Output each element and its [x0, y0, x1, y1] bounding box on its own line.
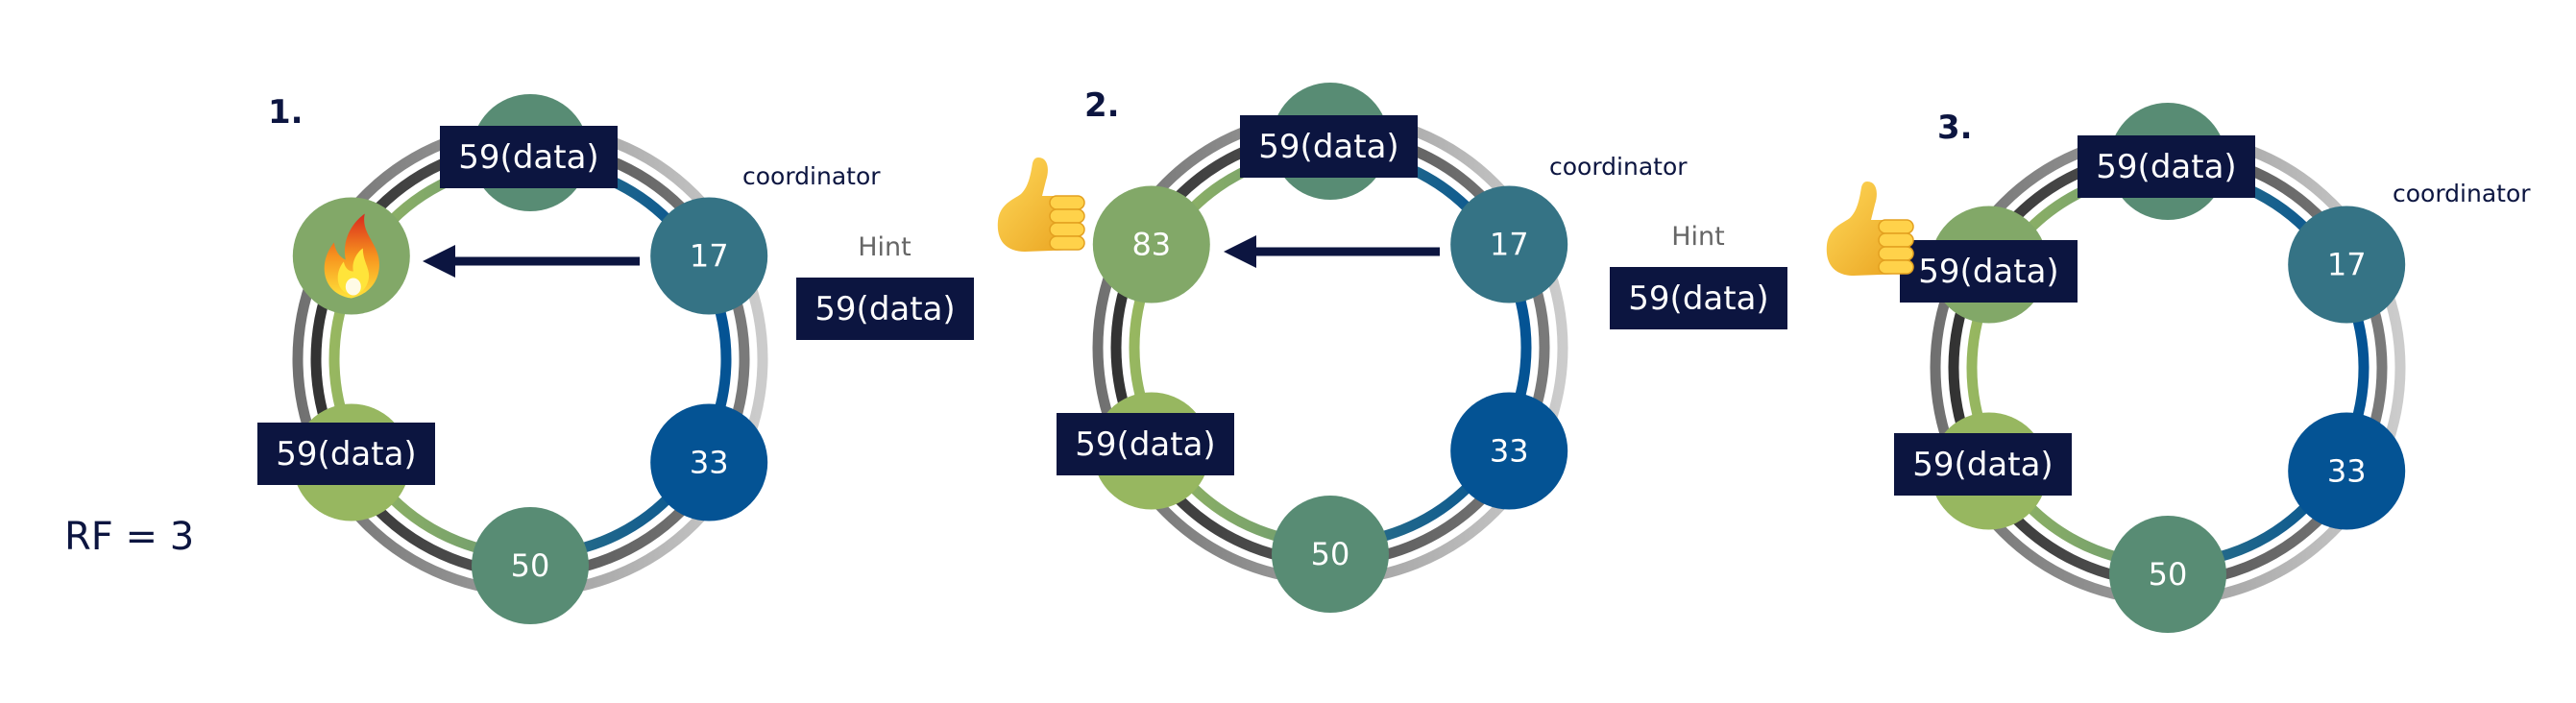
thumb-finger	[1049, 235, 1085, 251]
node-33: 33	[2288, 412, 2406, 530]
hinted-data-text: 59(data)	[814, 290, 955, 328]
node-top-left: 83	[1092, 185, 1210, 303]
node-circle	[650, 403, 768, 521]
replica-data-text: 59(data)	[276, 435, 416, 473]
step-number: 3.	[1937, 109, 1973, 147]
hint-label: Hint	[858, 232, 911, 262]
replica-data-bg	[1240, 115, 1418, 178]
hinted-data-bg	[1610, 267, 1787, 329]
replica-data-box: 59(data)	[1900, 240, 2078, 303]
step-number: 2.	[1084, 86, 1120, 125]
arrow-head-icon	[423, 245, 455, 278]
replica-data-box: 59(data)	[2078, 135, 2255, 198]
replica-data-text: 59(data)	[1075, 425, 1215, 464]
thumb-finger	[1049, 208, 1085, 224]
thumb-finger	[1878, 219, 1914, 234]
node-circle	[1092, 185, 1210, 303]
coordinator-label: coordinator	[742, 162, 881, 190]
node-circle	[472, 507, 589, 624]
replica-data-text: 59(data)	[1258, 128, 1398, 166]
hinted-data-box: 59(data)	[796, 278, 974, 340]
node-circle	[1450, 392, 1568, 510]
replica-data-bg	[2078, 135, 2255, 198]
replica-data-box: 59(data)	[1057, 413, 1234, 475]
node-50: 50	[1272, 496, 1389, 613]
flame-core	[345, 278, 361, 296]
replica-data-text: 59(data)	[458, 138, 598, 177]
fire-icon	[324, 213, 379, 299]
replica-data-text: 59(data)	[2096, 148, 2236, 186]
replica-data-box: 59(data)	[1240, 115, 1418, 178]
node-33: 33	[650, 403, 768, 521]
node-top-left	[292, 197, 410, 315]
arrow-head-icon	[1224, 235, 1256, 268]
replica-data-bg	[1057, 413, 1234, 475]
node-50: 50	[472, 507, 589, 624]
replica-data-box: 59(data)	[440, 126, 618, 188]
thumb-finger	[1878, 232, 1914, 248]
thumb-finger	[1049, 195, 1085, 210]
node-circle	[2109, 516, 2226, 633]
node-17: 17	[650, 197, 768, 315]
coordinator-label: coordinator	[2393, 180, 2531, 207]
node-token: 50	[511, 547, 550, 584]
ring-diagram-1: 1. 17 33 50 coordinator Hint 59(data) 59(data) 5…	[257, 93, 974, 624]
thumbs-up-icon	[997, 158, 1085, 252]
node-token: 33	[1490, 433, 1529, 470]
node-17: 17	[1450, 185, 1568, 303]
replica-data-box: 59(data)	[257, 423, 435, 485]
node-token: 33	[2327, 453, 2367, 490]
node-token: 83	[1131, 227, 1171, 263]
node-circle	[1450, 185, 1568, 303]
node-circle	[2288, 412, 2406, 530]
node-token: 50	[2149, 556, 2188, 593]
node-circle	[1272, 496, 1389, 613]
step-number: 1.	[268, 93, 304, 132]
thumb-finger	[1878, 246, 1914, 261]
thumb-finger	[1878, 259, 1914, 275]
node-token: 33	[690, 445, 729, 481]
replica-data-bg	[1894, 433, 2072, 496]
thumbs-up-icon	[1826, 182, 1914, 276]
node-50: 50	[2109, 516, 2226, 633]
ring-diagram-2: 2. 17 33 50 83 coordinator Hint 59(data) 59(data…	[1057, 83, 1787, 613]
hinted-data-box: 59(data)	[1610, 267, 1787, 329]
hinted-data-text: 59(data)	[1628, 279, 1768, 318]
replica-data-text: 59(data)	[1918, 253, 2058, 291]
coordinator-label: coordinator	[1549, 153, 1688, 181]
replica-data-text: 59(data)	[1912, 446, 2053, 484]
node-33: 33	[1450, 392, 1568, 510]
replication-factor-label: RF = 3	[64, 515, 194, 559]
node-token: 17	[690, 238, 729, 275]
thumb-finger	[1049, 222, 1085, 237]
hint-label: Hint	[1671, 222, 1725, 252]
node-token: 17	[2327, 247, 2367, 283]
ring-diagram-3: 3. 17 33 50 coordinator 59(data) 59(data) 59(da…	[1894, 103, 2531, 633]
node-17: 17	[2288, 206, 2406, 324]
node-circle	[2288, 206, 2406, 324]
node-token: 17	[1490, 227, 1529, 263]
replica-data-bg	[257, 423, 435, 485]
node-token: 50	[1311, 536, 1350, 572]
flame-inner	[337, 248, 370, 295]
replica-data-bg	[1900, 240, 2078, 303]
replica-data-bg	[440, 126, 618, 188]
hinted-data-bg	[796, 278, 974, 340]
node-circle	[650, 197, 768, 315]
replica-data-box: 59(data)	[1894, 433, 2072, 496]
